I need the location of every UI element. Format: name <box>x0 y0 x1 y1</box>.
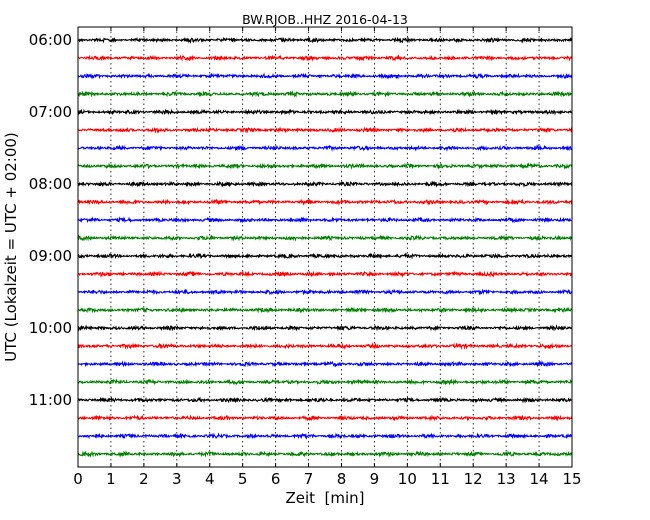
trace-0830 <box>77 216 573 224</box>
trace-0745 <box>77 162 573 170</box>
y-tick-label: 06:00 <box>29 31 72 49</box>
y-tick-label: 07:00 <box>29 103 72 121</box>
trace-0930 <box>77 288 573 296</box>
x-tick-label: 14 <box>530 470 549 488</box>
x-tick-label: 8 <box>337 470 347 488</box>
x-tick-label: 3 <box>172 470 182 488</box>
trace-0730 <box>77 144 573 152</box>
trace-0945 <box>77 306 573 314</box>
x-axis-ticks: 0 1 2 3 4 5 6 7 8 9 10 11 12 13 14 15 <box>73 27 582 488</box>
trace-1100 <box>77 396 573 404</box>
x-axis-label: Zeit [min] <box>285 489 364 507</box>
y-tick-label: 11:00 <box>29 391 72 409</box>
trace-0600 <box>77 36 573 45</box>
trace-0915 <box>77 270 573 278</box>
trace-0700 <box>77 108 573 116</box>
x-tick-label: 15 <box>562 470 581 488</box>
y-tick-label: 09:00 <box>29 247 72 265</box>
x-tick-label: 9 <box>370 470 380 488</box>
grid-lines <box>110 27 540 467</box>
x-tick-label: 12 <box>464 470 483 488</box>
trace-1000 <box>77 324 573 332</box>
trace-1015 <box>77 342 573 350</box>
x-tick-label: 10 <box>398 470 417 488</box>
x-tick-label: 0 <box>73 470 83 488</box>
y-tick-label: 08:00 <box>29 175 72 193</box>
trace-1030 <box>77 359 573 368</box>
trace-1145 <box>77 450 573 459</box>
trace-0645 <box>77 90 573 98</box>
x-tick-label: 13 <box>497 470 516 488</box>
trace-1130 <box>77 432 573 440</box>
trace-1115 <box>77 414 573 422</box>
y-axis-ticks: 06:00 07:00 08:00 09:00 10:00 11:00 <box>29 31 572 409</box>
x-tick-label: 1 <box>106 470 116 488</box>
x-tick-label: 7 <box>304 470 314 488</box>
plot-frame <box>77 26 573 468</box>
x-tick-label: 5 <box>238 470 248 488</box>
trace-0630 <box>77 72 573 80</box>
x-tick-label: 11 <box>431 470 450 488</box>
y-tick-label: 10:00 <box>29 319 72 337</box>
x-tick-label: 2 <box>139 470 149 488</box>
trace-0715 <box>77 126 573 134</box>
x-tick-label: 4 <box>205 470 215 488</box>
y-axis-label: UTC (Lokalzeit = UTC + 02:00) <box>2 132 20 362</box>
trace-0900 <box>77 252 573 260</box>
trace-0845 <box>77 234 573 242</box>
x-tick-label: 6 <box>271 470 281 488</box>
trace-0615 <box>77 54 573 63</box>
trace-0815 <box>77 198 573 206</box>
trace-0800 <box>77 180 573 188</box>
chart-title: BW.RJOB..HHZ 2016-04-13 <box>242 12 408 27</box>
trace-1045 <box>77 378 573 386</box>
seismogram-traces <box>77 36 573 459</box>
